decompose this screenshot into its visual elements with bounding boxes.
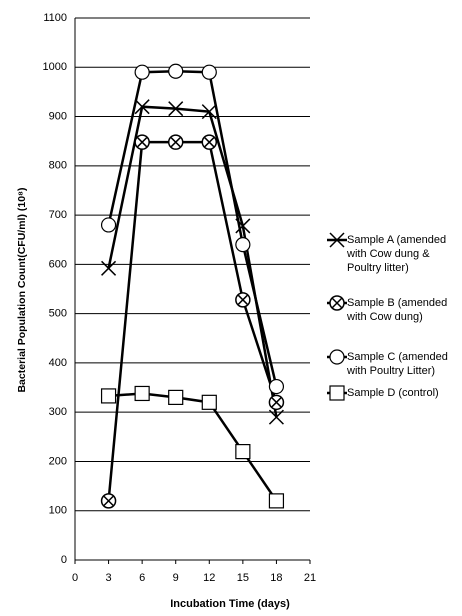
marker-circle — [201, 64, 217, 80]
marker — [329, 232, 345, 248]
marker — [168, 63, 184, 79]
marker-square — [100, 388, 117, 404]
marker-cross — [235, 218, 251, 234]
y-tick-label: 1000 — [43, 61, 67, 73]
marker-circle — [329, 349, 345, 365]
y-tick-label: 700 — [49, 209, 67, 221]
x-tick-label: 18 — [270, 572, 282, 584]
marker — [268, 394, 285, 411]
y-tick-label: 300 — [49, 406, 67, 418]
marker-cross — [237, 294, 248, 305]
marker — [201, 134, 218, 150]
series-line — [107, 105, 278, 418]
marker-cross — [101, 260, 117, 276]
marker-circle — [168, 63, 184, 79]
marker-cross — [329, 232, 345, 248]
y-tick-label: 900 — [49, 110, 67, 122]
marker-square — [329, 385, 345, 401]
series-line — [107, 140, 278, 501]
marker-square — [268, 493, 285, 509]
marker-circle — [134, 64, 150, 80]
marker — [235, 218, 251, 234]
y-axis-label: Bacterial Population Count(CFU/ml) (10⁸) — [16, 187, 28, 392]
marker-square — [201, 394, 217, 410]
y-tick-label: 0 — [61, 554, 67, 566]
legend-label: Sample D (control) — [347, 387, 439, 399]
marker — [101, 260, 117, 276]
legend-label: Sample B (amended with Cow dung) — [347, 297, 448, 323]
marker — [168, 101, 184, 117]
marker — [134, 99, 150, 115]
marker — [168, 389, 184, 405]
x-tick-label: 9 — [173, 572, 179, 584]
marker — [235, 237, 251, 253]
marker-circle — [268, 378, 285, 395]
marker — [201, 104, 217, 120]
marker-cross — [103, 495, 114, 506]
legend-label: Sample A (amended with Cow dung & Poultr… — [347, 234, 447, 274]
marker-circle — [235, 237, 251, 253]
marker-cross — [168, 101, 184, 117]
x-tick-label: 3 — [106, 572, 112, 584]
marker — [329, 385, 345, 401]
marker-square — [235, 444, 251, 460]
marker — [134, 134, 150, 150]
marker — [329, 349, 345, 365]
y-tick-label: 200 — [49, 455, 67, 467]
y-tick-label: 500 — [49, 308, 67, 320]
series-line — [107, 69, 278, 387]
y-tick-label: 100 — [49, 505, 67, 517]
y-tick-label: 400 — [49, 357, 67, 369]
marker — [201, 394, 217, 410]
marker-circle — [100, 217, 117, 233]
marker — [100, 493, 117, 509]
marker-cross — [331, 297, 343, 309]
x-tick-label: 21 — [304, 572, 316, 584]
marker-cross — [271, 397, 282, 408]
marker — [235, 444, 251, 460]
marker — [201, 64, 217, 80]
marker — [100, 388, 117, 404]
legend-label: Sample C (amended with Poultry Litter) — [347, 351, 448, 377]
marker — [329, 295, 345, 311]
y-tick-label: 800 — [49, 160, 67, 172]
series-line — [108, 392, 278, 502]
marker-square — [168, 389, 184, 405]
x-tick-label: 6 — [139, 572, 145, 584]
marker — [100, 217, 117, 233]
x-tick-label: 15 — [237, 572, 249, 584]
marker — [268, 409, 284, 425]
marker-cross — [134, 99, 150, 115]
x-tick-label: 0 — [72, 572, 78, 584]
marker — [235, 292, 251, 308]
y-tick-label: 600 — [49, 258, 67, 270]
y-tick-label: 1100 — [43, 12, 67, 24]
marker — [134, 64, 150, 80]
x-axis-label: Incubation Time (days) — [170, 598, 290, 610]
x-tick-label: 12 — [203, 572, 215, 584]
marker-cross — [201, 104, 217, 120]
marker-cross — [204, 137, 215, 148]
marker-cross — [170, 137, 181, 148]
marker — [167, 134, 184, 150]
marker-cross — [268, 409, 284, 425]
marker — [268, 378, 285, 395]
marker-cross — [137, 137, 148, 148]
marker — [268, 493, 285, 509]
marker — [134, 385, 150, 402]
marker-square — [134, 385, 150, 402]
